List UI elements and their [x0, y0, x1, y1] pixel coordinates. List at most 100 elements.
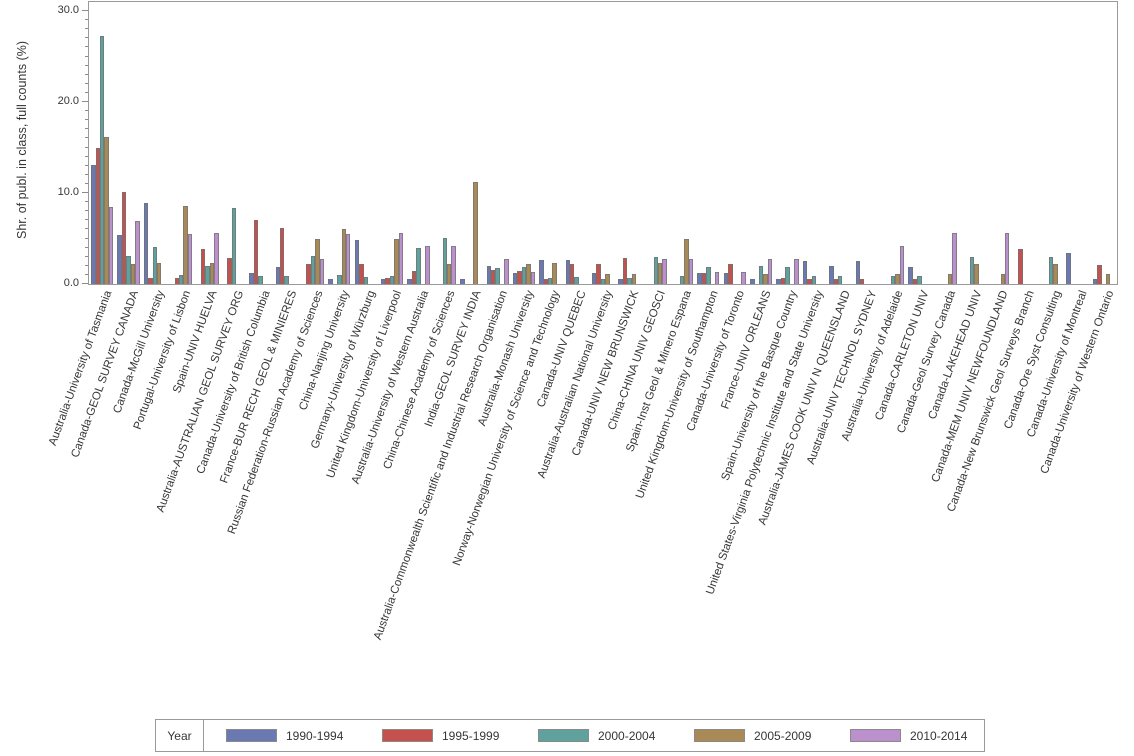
bar-1995-1999	[490, 270, 496, 284]
legend-entry: 1990-1994	[204, 729, 360, 743]
bar-2000-2004	[706, 266, 711, 284]
bar-group	[827, 2, 853, 284]
y-axis-minor-tick	[85, 19, 88, 21]
y-axis-tick-label: 30.0	[57, 3, 79, 16]
bar-2000-2004	[838, 275, 843, 284]
bar-2005-2009	[447, 263, 452, 284]
bar-2000-2004	[521, 266, 527, 284]
bar-2000-2004	[284, 275, 289, 284]
bar-2000-2004	[785, 266, 790, 284]
bar-group	[1091, 2, 1117, 284]
bar-group	[906, 2, 932, 284]
bar-2005-2009	[974, 263, 979, 284]
bar-1990-1994	[855, 261, 860, 284]
bar-1990-1994	[275, 266, 281, 284]
y-axis-minor-tick	[85, 82, 88, 84]
bar-2000-2004	[337, 274, 342, 284]
bar-2005-2009	[631, 274, 636, 284]
bar-1990-1994	[249, 273, 254, 284]
bar-2005-2009	[1106, 274, 1111, 284]
bar-1990-1994	[591, 273, 597, 284]
bar-group	[194, 2, 220, 284]
bar-group	[1012, 2, 1038, 284]
bar-1990-1994	[697, 273, 702, 284]
bar-2000-2004	[442, 237, 448, 284]
bar-1990-1994	[486, 265, 491, 284]
bar-2000-2004	[152, 246, 158, 284]
bar-2005-2009	[526, 263, 531, 284]
y-axis-tick-label: 10.0	[57, 185, 79, 198]
bar-group	[353, 2, 379, 284]
y-axis-minor-tick	[85, 264, 88, 266]
y-axis-minor-tick	[85, 155, 88, 157]
bar-1995-1999	[174, 277, 180, 284]
bar-group	[300, 2, 326, 284]
bar-1995-1999	[227, 257, 232, 284]
bar-2000-2004	[890, 275, 896, 284]
legend-swatch	[382, 729, 433, 742]
bar-2010-2014	[346, 233, 351, 284]
y-axis-minor-tick	[85, 137, 88, 139]
bar-group	[142, 2, 168, 284]
y-axis-minor-tick	[85, 91, 88, 93]
bar-2000-2004	[679, 275, 685, 284]
bar-group	[959, 2, 985, 284]
bar-1995-1999	[121, 192, 127, 284]
y-axis-minor-tick	[85, 201, 88, 203]
y-axis-minor-tick	[85, 28, 88, 30]
bar-1995-1999	[411, 271, 417, 284]
legend-label: 2005-2009	[754, 728, 812, 743]
y-axis-minor-tick	[85, 128, 88, 130]
legend-entries: 1990-1994 1995-1999 2000-2004 2005-2009 2010…	[204, 720, 984, 751]
bar-2000-2004	[627, 277, 632, 284]
bar-1995-1999	[1018, 249, 1023, 284]
y-axis-tick-label: 20.0	[57, 94, 79, 107]
bar-2010-2014	[1005, 233, 1010, 284]
y-axis-minor-tick	[85, 110, 88, 112]
bar-1990-1994	[565, 260, 570, 284]
bar-group	[168, 2, 194, 284]
plot-area	[88, 1, 1118, 285]
bar-2000-2004	[917, 275, 922, 284]
bar-1990-1994	[776, 278, 781, 284]
bar-1990-1994	[723, 273, 729, 284]
y-axis-minor-tick	[85, 73, 88, 75]
bar-1995-1999	[807, 278, 812, 284]
legend-label: 1990-1994	[286, 728, 344, 743]
y-axis-tick-label: 0.0	[63, 276, 79, 289]
bar-2000-2004	[99, 35, 105, 284]
bar-group	[590, 2, 616, 284]
bar-group	[247, 2, 273, 284]
bar-1990-1994	[354, 240, 360, 284]
bar-1995-1999	[543, 279, 549, 284]
bar-1995-1999	[280, 227, 285, 284]
bar-group	[89, 2, 115, 284]
bar-1995-1999	[385, 277, 390, 284]
bar-group	[695, 2, 721, 284]
bar-2005-2009	[1000, 274, 1005, 284]
bar-2000-2004	[495, 267, 500, 284]
bar-2000-2004	[969, 256, 975, 284]
bar-group	[774, 2, 800, 284]
bar-1990-1994	[802, 261, 808, 284]
bar-2010-2014	[398, 233, 404, 284]
bar-2000-2004	[1048, 256, 1054, 284]
bar-1990-1994	[1092, 278, 1098, 284]
bar-2010-2014	[688, 259, 694, 284]
legend-label: 1995-1999	[442, 728, 500, 743]
bar-2005-2009	[130, 263, 136, 284]
y-axis-minor-tick	[85, 46, 88, 48]
bar-group	[643, 2, 669, 284]
legend-swatch	[226, 729, 277, 742]
bar-2000-2004	[310, 255, 316, 284]
legend-title: Year	[156, 720, 204, 751]
bar-2005-2009	[1053, 263, 1058, 284]
bar-group	[484, 2, 510, 284]
bar-2005-2009	[183, 205, 188, 284]
bar-2000-2004	[811, 275, 817, 284]
bar-group	[748, 2, 774, 284]
bar-2010-2014	[715, 272, 720, 284]
bar-1990-1994	[908, 266, 913, 284]
bar-1995-1999	[148, 277, 153, 284]
